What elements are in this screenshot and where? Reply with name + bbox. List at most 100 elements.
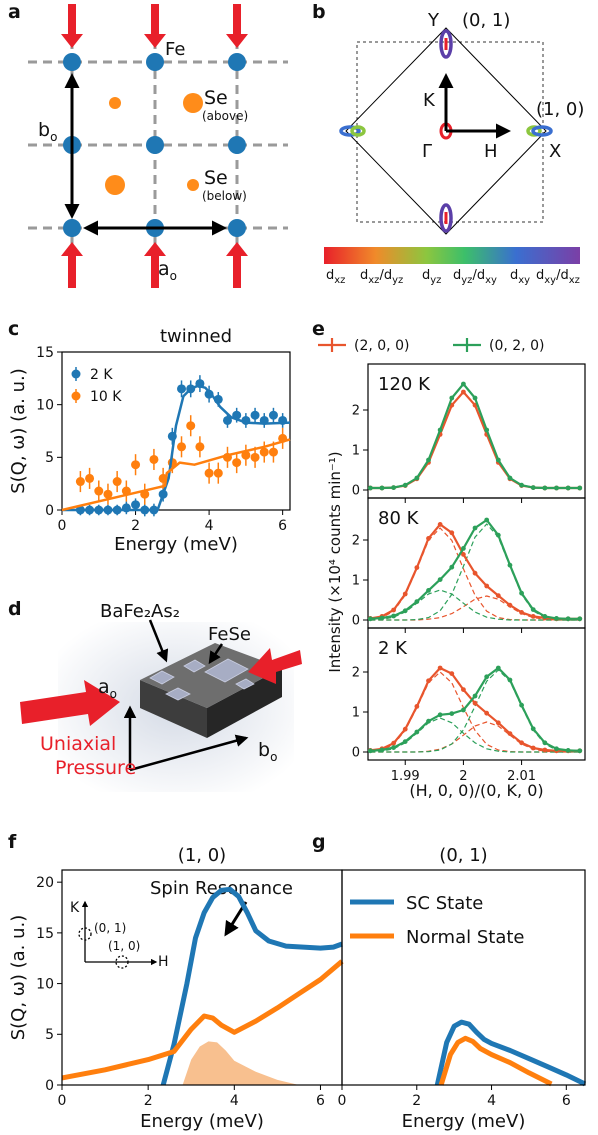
data-point [449, 395, 455, 401]
colorbar-label: dyz/dxy [453, 268, 497, 286]
colorbar-label-main: d [536, 268, 544, 283]
colorbar-label-sub: yz [461, 275, 472, 286]
data-point [461, 687, 466, 692]
data-point [449, 671, 455, 676]
data-point [426, 536, 431, 541]
label-se-main: Se [204, 167, 228, 189]
data-point [204, 468, 214, 478]
line [61, 959, 344, 1081]
y-axis-label: S(Q, ω) (a. u.) [8, 368, 29, 494]
colorbar-label: dxy/dxz [536, 268, 580, 286]
data-point [542, 747, 548, 753]
data-point [484, 517, 490, 523]
data-point [414, 475, 420, 481]
x-tick-label: 2 [412, 1093, 421, 1109]
label-y: Y [427, 10, 440, 31]
label-x-coord: (1, 0) [536, 99, 584, 120]
x-tick-label: 2 [131, 518, 140, 534]
data-point [391, 607, 396, 613]
lattice-vectors [64, 73, 227, 236]
data-point [519, 482, 524, 488]
data-point [437, 522, 443, 527]
y-tick-label: 20 [36, 875, 54, 891]
data-point [461, 546, 466, 551]
colorbar-label-main: d [422, 268, 430, 283]
data-point [402, 739, 408, 744]
label-main: a [98, 676, 110, 698]
legend-label: (2, 0, 0) [354, 338, 409, 354]
line [438, 1035, 553, 1087]
data-point [391, 740, 396, 746]
colorbar-label-sub: xy [485, 275, 497, 286]
fermi-zone [345, 27, 547, 235]
label-k: K [423, 90, 436, 111]
legend-swatch [71, 369, 81, 379]
x-tick-label: 6 [316, 1093, 325, 1109]
data-point [565, 748, 571, 753]
data-point [195, 442, 205, 452]
line [61, 438, 291, 512]
data-point [414, 704, 420, 709]
data-point [437, 427, 443, 433]
data-point [131, 460, 141, 470]
data-point [472, 525, 478, 531]
label-main: a [158, 258, 170, 280]
label-se: Se (above) [202, 87, 248, 123]
data-point [186, 421, 196, 431]
data-point [449, 564, 455, 570]
data-point [484, 583, 490, 589]
label-substrate: BaFe₂As₂ [100, 601, 180, 622]
panel-label: d [8, 598, 22, 620]
data-point [461, 389, 466, 395]
panel-label: c [8, 318, 19, 340]
colorbar-label: dyz [422, 268, 441, 286]
label-y-coord: (0, 1) [462, 10, 510, 31]
x-tick-label: 0 [58, 1093, 67, 1109]
label-b-axis: bo [38, 119, 57, 144]
panel-label: a [8, 1, 21, 23]
y-tick-label: 1 [352, 444, 360, 459]
data-point [367, 748, 373, 754]
data-point [484, 674, 490, 680]
inset-label: K [70, 900, 80, 916]
subplot-label: 120 K [378, 374, 431, 395]
label-sub: o [170, 269, 177, 283]
data-point [402, 591, 408, 597]
data-point [103, 489, 113, 499]
panel-label: f [8, 831, 17, 853]
data-point [565, 616, 571, 622]
y-tick-label: 5 [45, 450, 54, 466]
label-se-main: Se [204, 87, 228, 109]
data-point [402, 482, 408, 488]
data-point [495, 532, 501, 538]
line [370, 518, 580, 620]
data-point [472, 693, 478, 699]
data-point [554, 485, 559, 491]
colorbar-label: dxy [510, 268, 530, 286]
inset-label: (1, 0) [108, 939, 140, 953]
data-point [507, 562, 513, 568]
y-tick-label: 0 [352, 746, 360, 761]
label-se-sub: (below) [202, 189, 247, 203]
data-point [542, 485, 548, 491]
data-point [367, 616, 373, 622]
data-point [530, 607, 536, 612]
component-line [370, 721, 580, 753]
data-point [530, 726, 536, 732]
data-point [259, 447, 269, 457]
axes-frame [61, 351, 291, 511]
pressure-arrows [20, 648, 302, 726]
legend-swatch [71, 391, 81, 401]
colorbar-label-main: d [453, 268, 461, 283]
x-tick-label: 4 [205, 518, 214, 534]
data-point [437, 665, 443, 671]
data-point [530, 745, 536, 751]
data-point [268, 447, 278, 457]
data-point [507, 475, 513, 481]
data-point [577, 616, 583, 622]
data-point [177, 442, 187, 452]
data-point [177, 384, 187, 394]
colorbar [324, 247, 580, 264]
colorbar-label-main: d [326, 268, 334, 283]
sample [140, 643, 282, 738]
